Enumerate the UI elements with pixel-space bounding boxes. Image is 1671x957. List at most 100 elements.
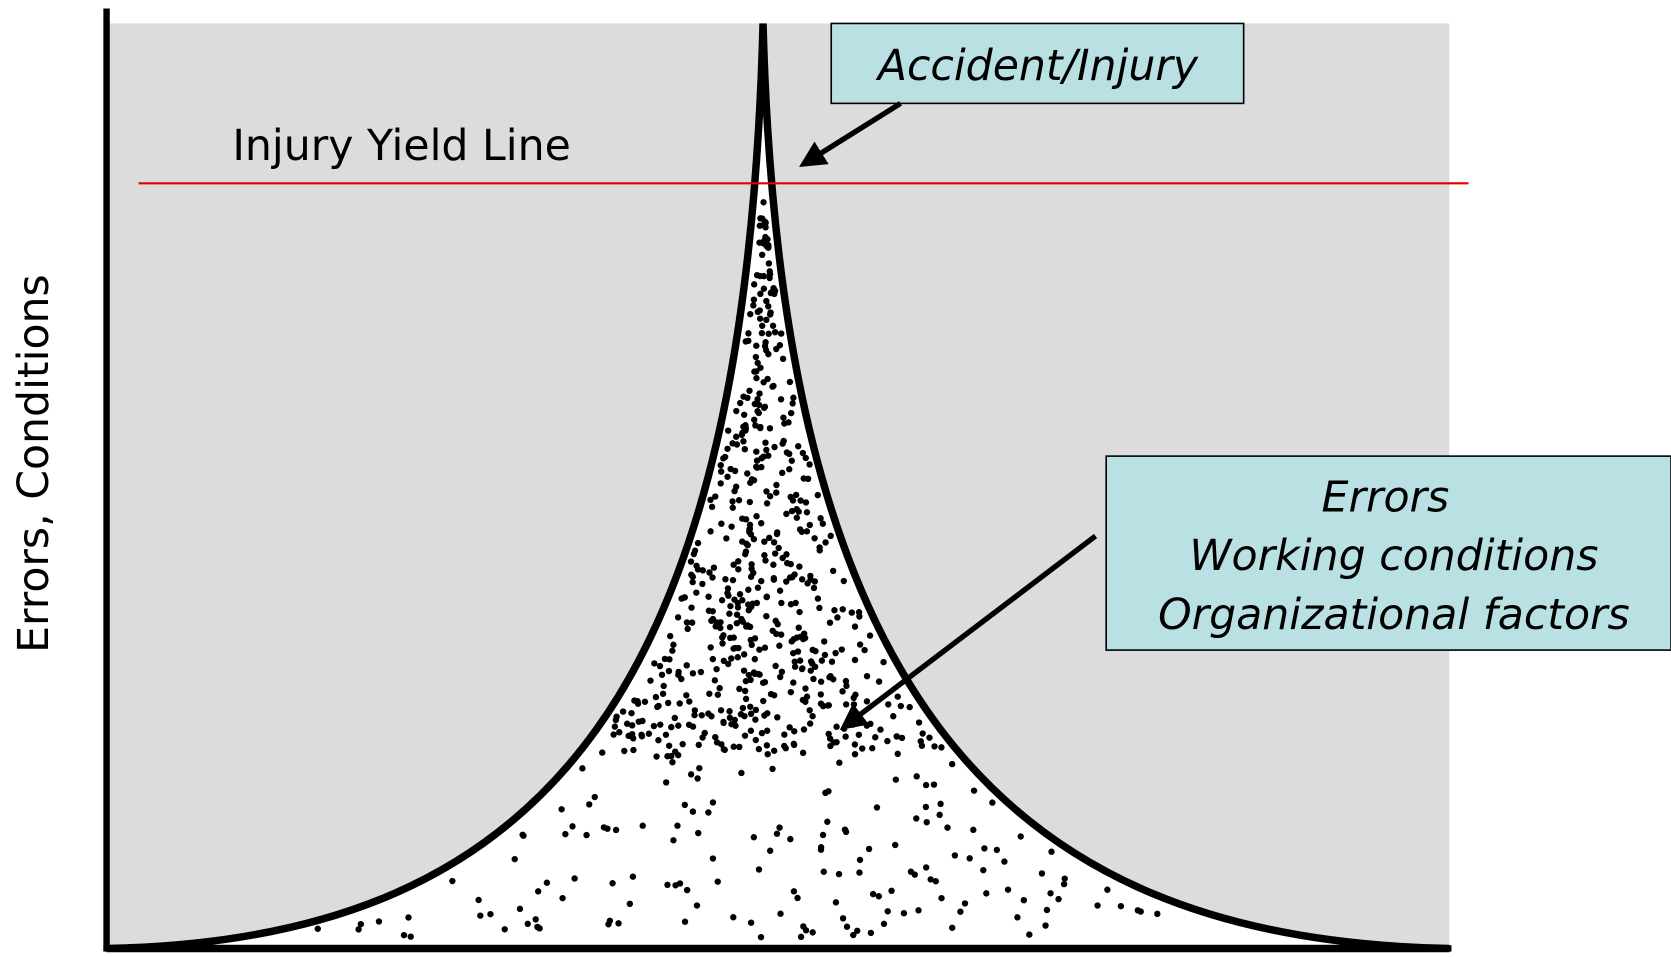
dot	[693, 589, 700, 596]
dot	[698, 712, 705, 719]
dot	[851, 656, 859, 664]
dot	[806, 521, 814, 529]
dot	[746, 498, 754, 506]
dot	[612, 826, 620, 834]
dot	[750, 834, 758, 841]
dot	[855, 609, 863, 616]
dot	[957, 908, 964, 915]
dot	[770, 574, 777, 582]
dot	[699, 567, 707, 574]
dot	[757, 215, 764, 222]
dot	[936, 811, 943, 819]
dot	[753, 464, 761, 471]
dot	[719, 634, 726, 641]
dot	[753, 342, 760, 349]
dot	[842, 677, 850, 685]
dot	[750, 281, 758, 288]
dot	[1047, 890, 1054, 897]
dot	[776, 673, 784, 681]
dot	[729, 576, 737, 584]
dot	[804, 580, 811, 587]
dot	[763, 488, 770, 495]
dot	[717, 468, 725, 475]
dot	[705, 593, 712, 600]
dot	[758, 322, 766, 329]
dot	[795, 443, 802, 450]
dot	[728, 655, 735, 662]
dot	[771, 443, 778, 451]
dot	[757, 290, 764, 298]
dot	[821, 638, 828, 645]
dot	[983, 890, 990, 897]
dot	[1055, 895, 1062, 903]
dot	[767, 309, 774, 316]
dot	[750, 302, 757, 309]
dot	[763, 297, 770, 305]
dot	[803, 509, 811, 516]
dot	[787, 409, 795, 417]
dot	[763, 446, 770, 454]
dot	[891, 841, 899, 849]
dot	[822, 539, 829, 546]
dot	[769, 322, 777, 329]
dot	[817, 515, 824, 522]
dot	[761, 552, 768, 559]
dot	[796, 608, 803, 616]
dot	[877, 726, 884, 733]
dot	[774, 714, 781, 721]
dot	[825, 788, 832, 795]
dot	[675, 671, 682, 679]
dot	[708, 503, 716, 511]
dot	[786, 466, 793, 473]
dot	[758, 520, 765, 527]
dot	[709, 574, 716, 581]
dot	[669, 647, 676, 654]
dot	[829, 567, 837, 575]
dot	[679, 740, 686, 748]
dot	[800, 630, 808, 637]
dot	[1017, 833, 1024, 840]
dot	[758, 329, 766, 337]
dot	[731, 467, 739, 475]
dot	[806, 720, 814, 727]
dot	[1104, 886, 1111, 893]
dot	[796, 657, 804, 664]
dot	[738, 615, 745, 623]
dot	[674, 614, 682, 621]
dot	[841, 826, 849, 833]
dot	[623, 720, 631, 727]
dot	[647, 677, 654, 684]
dot	[764, 710, 771, 717]
dot	[761, 403, 769, 410]
dot	[740, 651, 748, 658]
dot	[1004, 886, 1012, 893]
dot	[1020, 896, 1028, 904]
dot	[773, 489, 780, 496]
dot	[827, 532, 834, 540]
dot	[839, 688, 846, 695]
dot	[691, 711, 698, 719]
dot	[894, 693, 901, 700]
dot	[516, 905, 524, 913]
dot	[524, 920, 531, 928]
dot	[705, 809, 712, 816]
callout-text: Organizational factors	[1158, 590, 1630, 640]
dot	[757, 423, 764, 431]
dot	[807, 667, 814, 674]
dot	[802, 927, 810, 934]
dot	[742, 550, 749, 558]
dot	[619, 708, 627, 715]
dot	[771, 747, 778, 754]
dot	[777, 910, 784, 917]
dot	[759, 679, 767, 686]
dot	[778, 599, 785, 607]
dot	[733, 407, 740, 415]
dot	[742, 695, 750, 703]
dot	[599, 749, 606, 756]
dot	[897, 702, 905, 710]
dot	[717, 480, 724, 487]
dot	[600, 824, 608, 831]
dot	[709, 655, 717, 663]
dot	[665, 667, 673, 675]
dot	[690, 550, 698, 558]
